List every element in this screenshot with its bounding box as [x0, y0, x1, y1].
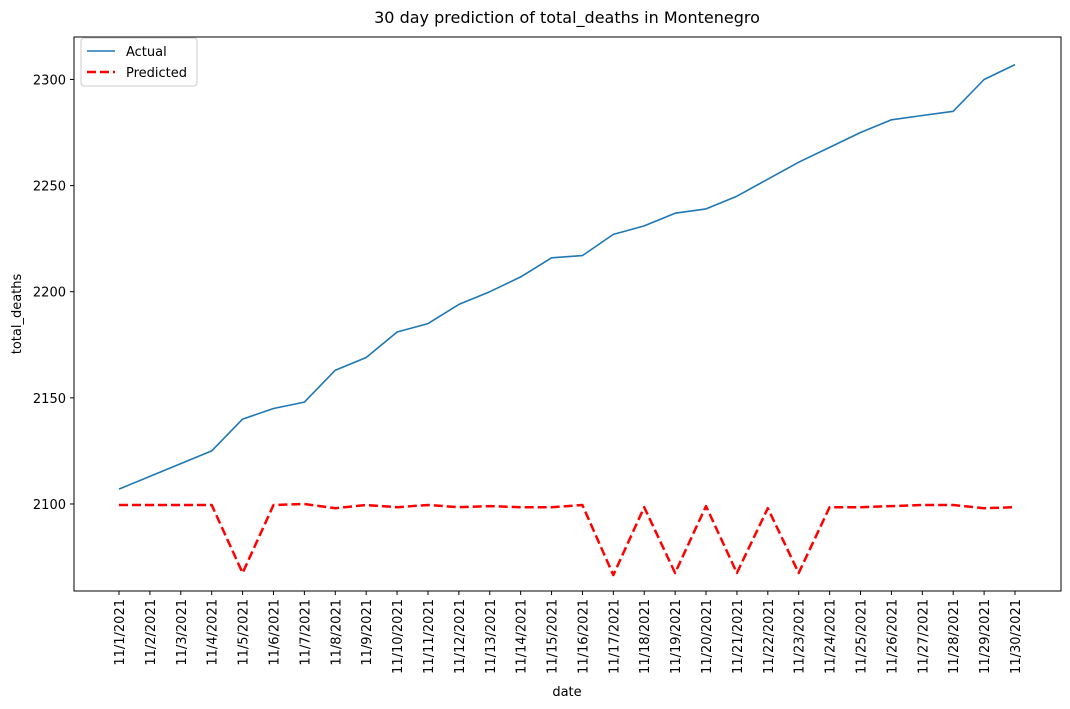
legend-label-predicted: Predicted	[126, 66, 187, 81]
y-tick-label: 2150	[33, 392, 66, 407]
x-tick-label: 11/10/2021	[391, 599, 406, 674]
y-tick-label: 2250	[33, 180, 66, 195]
x-tick-label: 11/29/2021	[978, 599, 993, 674]
x-tick-label: 11/13/2021	[484, 599, 499, 674]
plot-area	[73, 36, 1062, 592]
x-tick-label: 11/6/2021	[267, 599, 282, 666]
x-tick-label: 11/20/2021	[700, 599, 715, 674]
y-tick-label: 2100	[33, 498, 66, 513]
x-tick-label: 11/21/2021	[731, 599, 746, 674]
x-tick-label: 11/22/2021	[762, 599, 777, 674]
x-tick-label: 11/8/2021	[329, 599, 344, 666]
series-line-predicted	[119, 502, 1016, 577]
x-tick-label: 11/19/2021	[669, 599, 684, 674]
x-tick-label: 11/3/2021	[175, 599, 190, 666]
x-tick-label: 11/7/2021	[298, 599, 313, 666]
legend-label-actual: Actual	[126, 45, 167, 60]
x-tick-label: 11/15/2021	[546, 599, 561, 674]
x-tick-label: 11/24/2021	[824, 599, 839, 674]
x-tick-label: 11/12/2021	[453, 599, 468, 674]
x-tick-label: 11/11/2021	[422, 599, 437, 674]
plot-frame	[73, 36, 1062, 592]
x-axis: 11/1/2021 11/2/2021 11/3/2021 11/4/2021 11/5…	[113, 591, 1024, 674]
x-tick-label: 11/2/2021	[144, 599, 159, 666]
x-tick-label: 11/16/2021	[576, 599, 591, 674]
y-axis: 2100 2150 2200 2250 2300	[33, 73, 74, 513]
x-axis-label: date	[552, 685, 581, 700]
x-tick-label: 11/9/2021	[360, 599, 375, 666]
series-layer	[118, 63, 1016, 577]
y-tick-label: 2300	[33, 73, 66, 88]
x-tick-label: 11/5/2021	[237, 599, 252, 666]
chart-title: 30 day prediction of total_deaths in Mon…	[374, 8, 760, 28]
series-line-actual	[118, 63, 1016, 490]
x-tick-label: 11/27/2021	[916, 599, 931, 674]
x-tick-label: 11/17/2021	[607, 599, 622, 674]
legend: Actual Predicted	[80, 37, 198, 87]
x-tick-label: 11/1/2021	[113, 599, 128, 666]
x-tick-label: 11/18/2021	[638, 599, 653, 674]
y-tick-label: 2200	[33, 286, 66, 301]
x-tick-label: 11/28/2021	[947, 599, 962, 674]
y-axis-label: total_deaths	[10, 274, 25, 355]
x-tick-label: 11/14/2021	[515, 599, 530, 674]
x-tick-label: 11/30/2021	[1009, 599, 1024, 674]
x-tick-label: 11/26/2021	[885, 599, 900, 674]
x-tick-label: 11/23/2021	[793, 599, 808, 674]
x-tick-label: 11/25/2021	[855, 599, 870, 674]
x-tick-label: 11/4/2021	[206, 599, 221, 666]
legend-box	[80, 37, 198, 87]
